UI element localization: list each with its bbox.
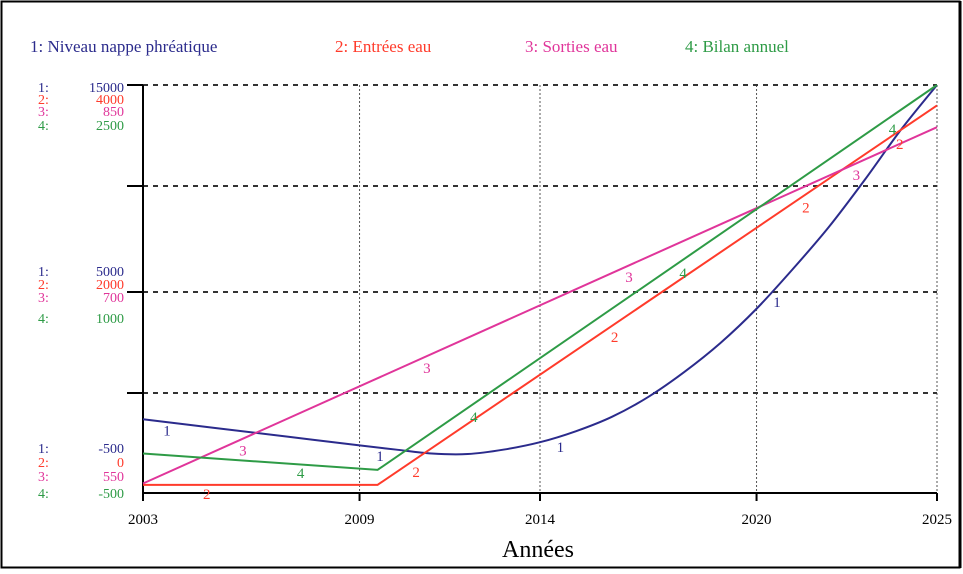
series-line-1 [142, 84, 938, 456]
y-axis-tick-label-2: 2000 [96, 278, 124, 293]
y-axis-prefix-1: 1: [38, 442, 49, 457]
x-axis-labels: 2003 2009 2014 2020 2025 [128, 512, 952, 528]
series-marker-label-3: 3 [423, 361, 431, 377]
series-marker-label-3: 3 [625, 270, 633, 286]
y-axis-tick-label-2: 0 [117, 456, 124, 471]
chart-legend: 1: Niveau nappe phréatique 2: Entrées eau… [30, 37, 789, 56]
series-marker-label-1: 1 [163, 423, 171, 439]
series-marker-label-4: 4 [297, 466, 305, 482]
y-axis-prefix-3: 3: [38, 291, 49, 306]
x-axis-tick-label: 2014 [525, 512, 556, 528]
y-axis-prefix-3: 3: [38, 470, 49, 485]
series-marker-label-1: 1 [773, 295, 781, 311]
y-axis-tick-label-3: 850 [103, 105, 124, 120]
chart-grid [143, 84, 938, 493]
y-axis-tick-label-1: 15000 [89, 81, 124, 96]
series-marker-label-3: 3 [239, 443, 247, 459]
series-line-3 [142, 126, 938, 485]
legend-item-4: 4: Bilan annuel [685, 37, 789, 56]
y-axis-prefix-1: 1: [38, 265, 49, 280]
series-marker-label-2: 2 [203, 487, 211, 503]
y-axis-tick-label-1: -500 [98, 442, 124, 457]
y-axis-tick-label-4: 1000 [96, 312, 124, 327]
y-axis-prefix-2: 2: [38, 93, 49, 108]
y-axis-tick-label-1: 5000 [96, 265, 124, 280]
series-marker-label-2: 2 [412, 465, 420, 481]
series-marker-label-4: 4 [889, 122, 897, 138]
x-axis-title: Années [502, 537, 574, 563]
series-marker-label-3: 3 [853, 168, 861, 184]
y-axis-prefix-4: 4: [38, 487, 49, 502]
chart-axes [127, 84, 938, 501]
x-axis-tick-label: 2020 [742, 512, 772, 528]
y-axis-tick-label-3: 550 [103, 470, 124, 485]
chart-series [142, 84, 938, 486]
x-axis-tick-label: 2009 [345, 512, 375, 528]
series-marker-label-4: 4 [470, 410, 478, 426]
series-marker-label-2: 2 [611, 330, 619, 346]
series-marker-label-4: 4 [679, 266, 687, 282]
series-marker-label-1: 1 [557, 440, 565, 456]
y-axis-prefix-2: 2: [38, 278, 49, 293]
y-axis-tick-label-4: 2500 [96, 119, 124, 134]
y-axis-labels: 1: 15000 2: 4000 3: 850 4: 2500 1: 5000 2: 2000 3: 70… [38, 81, 124, 502]
series-marker-label-2: 2 [802, 200, 810, 216]
legend-item-3: 3: Sorties eau [525, 37, 618, 56]
series-line-2 [143, 104, 938, 486]
y-axis-tick-label-2: 4000 [96, 93, 124, 108]
y-axis-prefix-4: 4: [38, 119, 49, 134]
y-axis-prefix-4: 4: [38, 312, 49, 327]
series-marker-label-1: 1 [376, 449, 384, 465]
y-axis-tick-label-4: -500 [98, 487, 124, 502]
x-axis-tick-label: 2003 [128, 512, 158, 528]
y-axis-tick-label-3: 700 [103, 291, 124, 306]
series-markers: 1 1 1 1 2 2 2 2 2 3 3 3 3 4 4 4 4 [163, 122, 903, 503]
legend-item-1: 1: Niveau nappe phréatique [30, 37, 217, 56]
legend-item-2: 2: Entrées eau [335, 37, 432, 56]
y-axis-prefix-1: 1: [38, 81, 49, 96]
x-axis-tick-label: 2025 [922, 512, 952, 528]
y-axis-prefix-2: 2: [38, 456, 49, 471]
series-marker-label-2: 2 [896, 137, 904, 153]
series-line-4 [142, 84, 938, 471]
y-axis-prefix-3: 3: [38, 105, 49, 120]
